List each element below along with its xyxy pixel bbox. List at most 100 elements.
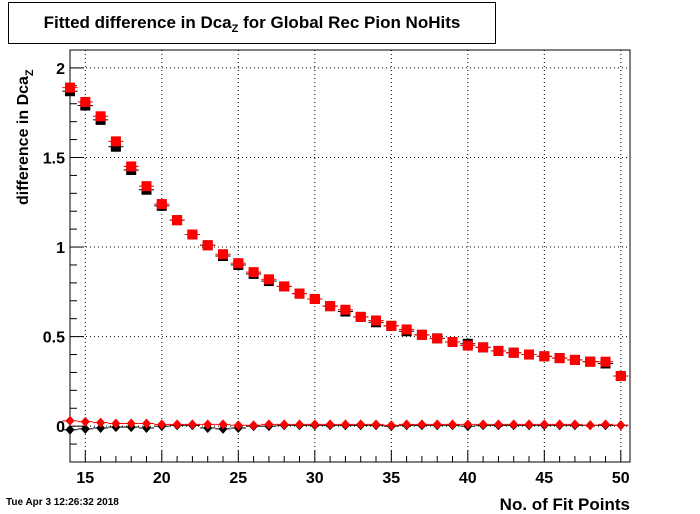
x-tick-label: 45: [535, 470, 553, 487]
data-point: [386, 320, 397, 331]
data-point: [110, 136, 121, 147]
data-point: [309, 293, 320, 304]
grid-lines: [70, 50, 630, 462]
data-point: [65, 415, 75, 426]
data-point: [615, 371, 626, 382]
data-point: [478, 342, 489, 353]
data-point: [126, 418, 136, 429]
data-point: [462, 340, 473, 351]
data-series: [62, 82, 629, 435]
y-tick-label: 1.5: [43, 150, 65, 167]
data-point: [355, 311, 366, 322]
data-point: [340, 419, 350, 430]
data-point: [569, 354, 580, 365]
data-point: [493, 345, 504, 356]
y-axis-label-main: difference in Dca: [15, 76, 32, 205]
plot-frame: [69, 49, 631, 463]
data-point: [202, 240, 213, 251]
x-tick-label: 40: [459, 470, 477, 487]
data-point: [340, 304, 351, 315]
y-tick-label: 0: [56, 419, 65, 436]
data-point: [386, 420, 396, 431]
data-point: [80, 423, 90, 434]
x-tick-label: 15: [76, 470, 94, 487]
series-2: [62, 82, 629, 382]
data-point: [295, 419, 305, 430]
data-point: [96, 422, 106, 433]
y-tick-label: 1: [56, 240, 65, 257]
data-point: [233, 420, 243, 431]
data-point: [156, 199, 167, 210]
data-point: [110, 141, 121, 152]
data-point: [448, 419, 458, 430]
x-tick-label: 20: [153, 470, 171, 487]
data-point: [80, 416, 90, 427]
y-axis-label-sub: Z: [24, 69, 36, 76]
data-point: [218, 419, 228, 430]
data-point: [616, 420, 626, 431]
data-point: [570, 419, 580, 430]
data-point: [233, 258, 244, 269]
data-point: [294, 288, 305, 299]
data-point: [416, 329, 427, 340]
data-point: [65, 82, 75, 93]
data-point: [187, 229, 198, 240]
timestamp: Tue Apr 3 12:26:32 2018: [6, 497, 119, 508]
chart-title-main: Fitted difference in Dca: [43, 13, 232, 32]
data-point: [463, 419, 473, 430]
data-point: [310, 419, 320, 430]
data-point: [325, 419, 335, 430]
data-point: [371, 315, 382, 326]
y-axis-label: difference in DcaZ: [15, 69, 36, 205]
data-point: [187, 419, 197, 430]
data-point: [126, 161, 137, 172]
chart-title-subscript: Z: [231, 23, 239, 35]
data-point: [279, 419, 289, 430]
data-point: [96, 417, 106, 428]
data-point: [142, 418, 152, 429]
axes: 15 20 25 30 35 40 45 50 0 0.5 1 1.5 2: [43, 49, 630, 487]
data-point: [279, 281, 290, 292]
data-point: [509, 419, 519, 430]
data-point: [524, 349, 535, 360]
data-point: [172, 215, 183, 226]
data-point: [554, 353, 565, 364]
data-point: [585, 420, 595, 431]
data-point: [218, 249, 229, 260]
x-tick-label: 30: [306, 470, 324, 487]
data-point: [325, 301, 336, 312]
data-point: [493, 419, 503, 430]
data-point: [65, 424, 75, 435]
data-point: [264, 419, 274, 430]
x-tick-label: 35: [382, 470, 400, 487]
data-point: [80, 96, 91, 107]
data-point: [601, 419, 611, 430]
data-point: [417, 419, 427, 430]
data-point: [600, 356, 611, 367]
data-point: [172, 419, 182, 430]
data-point: [447, 336, 458, 347]
x-tick-label: 25: [229, 470, 247, 487]
data-point: [248, 267, 259, 278]
data-point: [111, 418, 121, 429]
x-tick-label: 50: [612, 470, 630, 487]
y-tick-label: 0.5: [43, 330, 65, 347]
data-point: [539, 419, 549, 430]
data-point: [249, 420, 259, 431]
data-point: [203, 419, 213, 430]
data-point: [402, 419, 412, 430]
data-point: [555, 419, 565, 430]
data-point: [524, 419, 534, 430]
y-tick-label: 2: [56, 61, 65, 78]
data-point: [585, 356, 596, 367]
data-point: [356, 419, 366, 430]
data-point: [432, 333, 443, 344]
series-4: [62, 415, 629, 431]
data-point: [401, 324, 412, 335]
data-point: [263, 274, 274, 285]
data-point: [371, 419, 381, 430]
x-axis-label: No. of Fit Points: [500, 495, 630, 514]
data-point: [141, 181, 152, 192]
data-point: [508, 347, 519, 358]
